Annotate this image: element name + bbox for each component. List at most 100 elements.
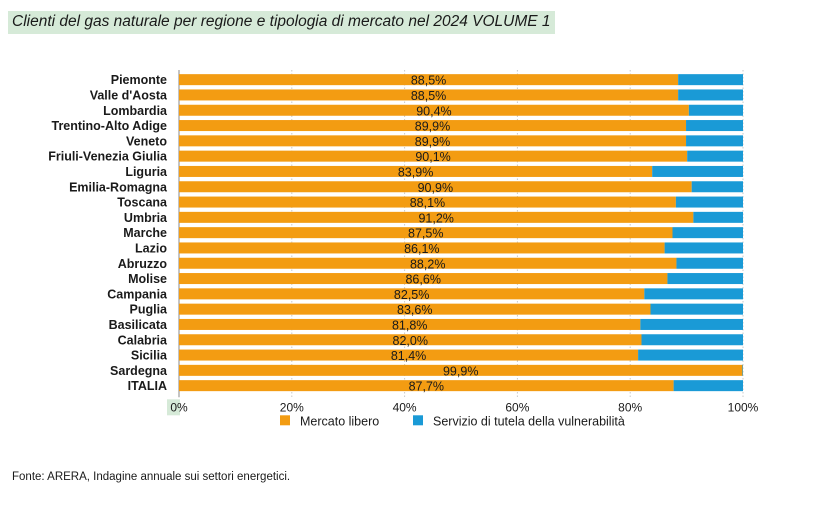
- category-label: Lombardia: [103, 104, 168, 118]
- category-label: Lazio: [135, 241, 167, 255]
- bar-servizio-tutela: [638, 349, 743, 361]
- x-tick-label: 100%: [728, 400, 759, 414]
- bar-mercato-libero: [179, 196, 676, 208]
- bar-mercato-libero: [179, 380, 674, 392]
- category-label: Sicilia: [131, 349, 168, 363]
- category-label: Marche: [123, 226, 167, 240]
- legend-label-servizio-tutela: Servizio di tutela della vulnerabilità: [433, 414, 625, 428]
- bar-servizio-tutela: [664, 242, 743, 254]
- bar-mercato-libero: [179, 150, 688, 162]
- bar-servizio-tutela: [640, 318, 743, 330]
- data-label: 90,1%: [415, 150, 450, 164]
- data-label: 81,8%: [392, 318, 427, 332]
- source-note: Fonte: ARERA, Indagine annuale sui setto…: [12, 471, 291, 483]
- bar-servizio-tutela: [667, 273, 743, 285]
- category-label: Liguria: [125, 165, 168, 179]
- legend: Mercato libero Servizio di tutela della v…: [280, 414, 625, 428]
- data-label: 88,5%: [411, 89, 446, 103]
- bar-mercato-libero: [179, 104, 689, 116]
- category-label: Campania: [107, 287, 168, 301]
- bar-servizio-tutela: [673, 380, 743, 392]
- data-label: 91,2%: [418, 211, 453, 225]
- bar-mercato-libero: [179, 303, 651, 315]
- data-label: 86,1%: [404, 242, 439, 256]
- x-tick-label: 40%: [393, 400, 417, 414]
- data-label: 88,1%: [410, 196, 445, 210]
- category-label: Basilicata: [109, 318, 168, 332]
- data-label: 86,6%: [405, 273, 440, 287]
- bar-servizio-tutela: [687, 150, 743, 162]
- x-tick-labels: 0% 20% 40% 60% 80% 100%: [167, 399, 759, 416]
- category-label: Puglia: [129, 303, 168, 317]
- category-label: Abruzzo: [118, 257, 168, 271]
- bar-mercato-libero: [179, 242, 665, 254]
- chart-title: Clienti del gas naturale per regione e t…: [8, 11, 555, 34]
- bar-mercato-libero: [179, 257, 677, 269]
- data-label: 83,6%: [397, 303, 432, 317]
- x-tick-label: 0%: [170, 400, 188, 414]
- bar-servizio-tutela: [686, 135, 743, 147]
- x-tick-label: 20%: [280, 400, 304, 414]
- x-tick-highlight: [167, 399, 180, 416]
- bar-mercato-libero: [179, 89, 679, 101]
- bar-mercato-libero: [179, 211, 694, 223]
- category-label: Molise: [128, 272, 167, 286]
- bar-mercato-libero: [179, 364, 743, 376]
- category-label: Piemonte: [111, 73, 167, 87]
- category-label: Sardegna: [110, 364, 168, 378]
- bar-mercato-libero: [179, 181, 692, 193]
- data-label: 81,4%: [391, 349, 426, 363]
- bar-servizio-tutela: [678, 74, 743, 86]
- category-label: ITALIA: [128, 379, 167, 393]
- category-label: Toscana: [117, 196, 168, 210]
- data-label: 99,9%: [443, 364, 478, 378]
- data-label: 82,5%: [394, 288, 429, 302]
- data-label: 90,4%: [416, 104, 451, 118]
- bar-servizio-tutela: [693, 211, 743, 223]
- bar-servizio-tutela: [676, 257, 743, 269]
- bar-servizio-tutela: [686, 120, 743, 132]
- bar-servizio-tutela: [652, 165, 743, 177]
- bar-mercato-libero: [179, 227, 673, 239]
- bar-mercato-libero: [179, 74, 679, 86]
- category-label: Friuli-Venezia Giulia: [48, 150, 168, 164]
- data-label: 82,0%: [393, 334, 428, 348]
- data-label: 90,9%: [418, 181, 453, 195]
- bar-servizio-tutela: [742, 364, 743, 376]
- data-label: 83,9%: [398, 165, 433, 179]
- data-labels: 88,5%88,5%90,4%89,9%89,9%90,1%83,9%90,9%…: [391, 74, 479, 394]
- bar-mercato-libero: [179, 288, 645, 300]
- bar-mercato-libero: [179, 135, 687, 147]
- bar-servizio-tutela: [691, 181, 743, 193]
- data-label: 87,7%: [409, 380, 444, 394]
- data-label: 89,9%: [415, 135, 450, 149]
- bar-servizio-tutela: [644, 288, 743, 300]
- legend-swatch-mercato-libero: [280, 415, 290, 426]
- data-label: 88,5%: [411, 74, 446, 88]
- bar-mercato-libero: [179, 334, 642, 346]
- category-label: Umbria: [124, 211, 168, 225]
- bars-group: [179, 74, 743, 392]
- bar-servizio-tutela: [672, 227, 743, 239]
- data-label: 87,5%: [408, 227, 443, 241]
- x-tick-label: 80%: [618, 400, 642, 414]
- data-label: 89,9%: [415, 120, 450, 134]
- category-label: Emilia-Romagna: [69, 180, 168, 194]
- bar-mercato-libero: [179, 165, 653, 177]
- category-label: Veneto: [126, 134, 167, 148]
- bar-servizio-tutela: [678, 89, 743, 101]
- category-label: Valle d'Aosta: [90, 88, 168, 102]
- bar-mercato-libero: [179, 120, 687, 132]
- bar-servizio-tutela: [650, 303, 743, 315]
- bar-servizio-tutela: [688, 104, 743, 116]
- bar-servizio-tutela: [675, 196, 743, 208]
- bar-mercato-libero: [179, 318, 641, 330]
- legend-swatch-servizio-tutela: [413, 415, 423, 426]
- bar-mercato-libero: [179, 273, 668, 285]
- legend-label-mercato-libero: Mercato libero: [300, 414, 379, 428]
- category-label: Trentino-Alto Adige: [52, 119, 168, 133]
- bar-servizio-tutela: [641, 334, 743, 346]
- x-tick-label: 60%: [505, 400, 529, 414]
